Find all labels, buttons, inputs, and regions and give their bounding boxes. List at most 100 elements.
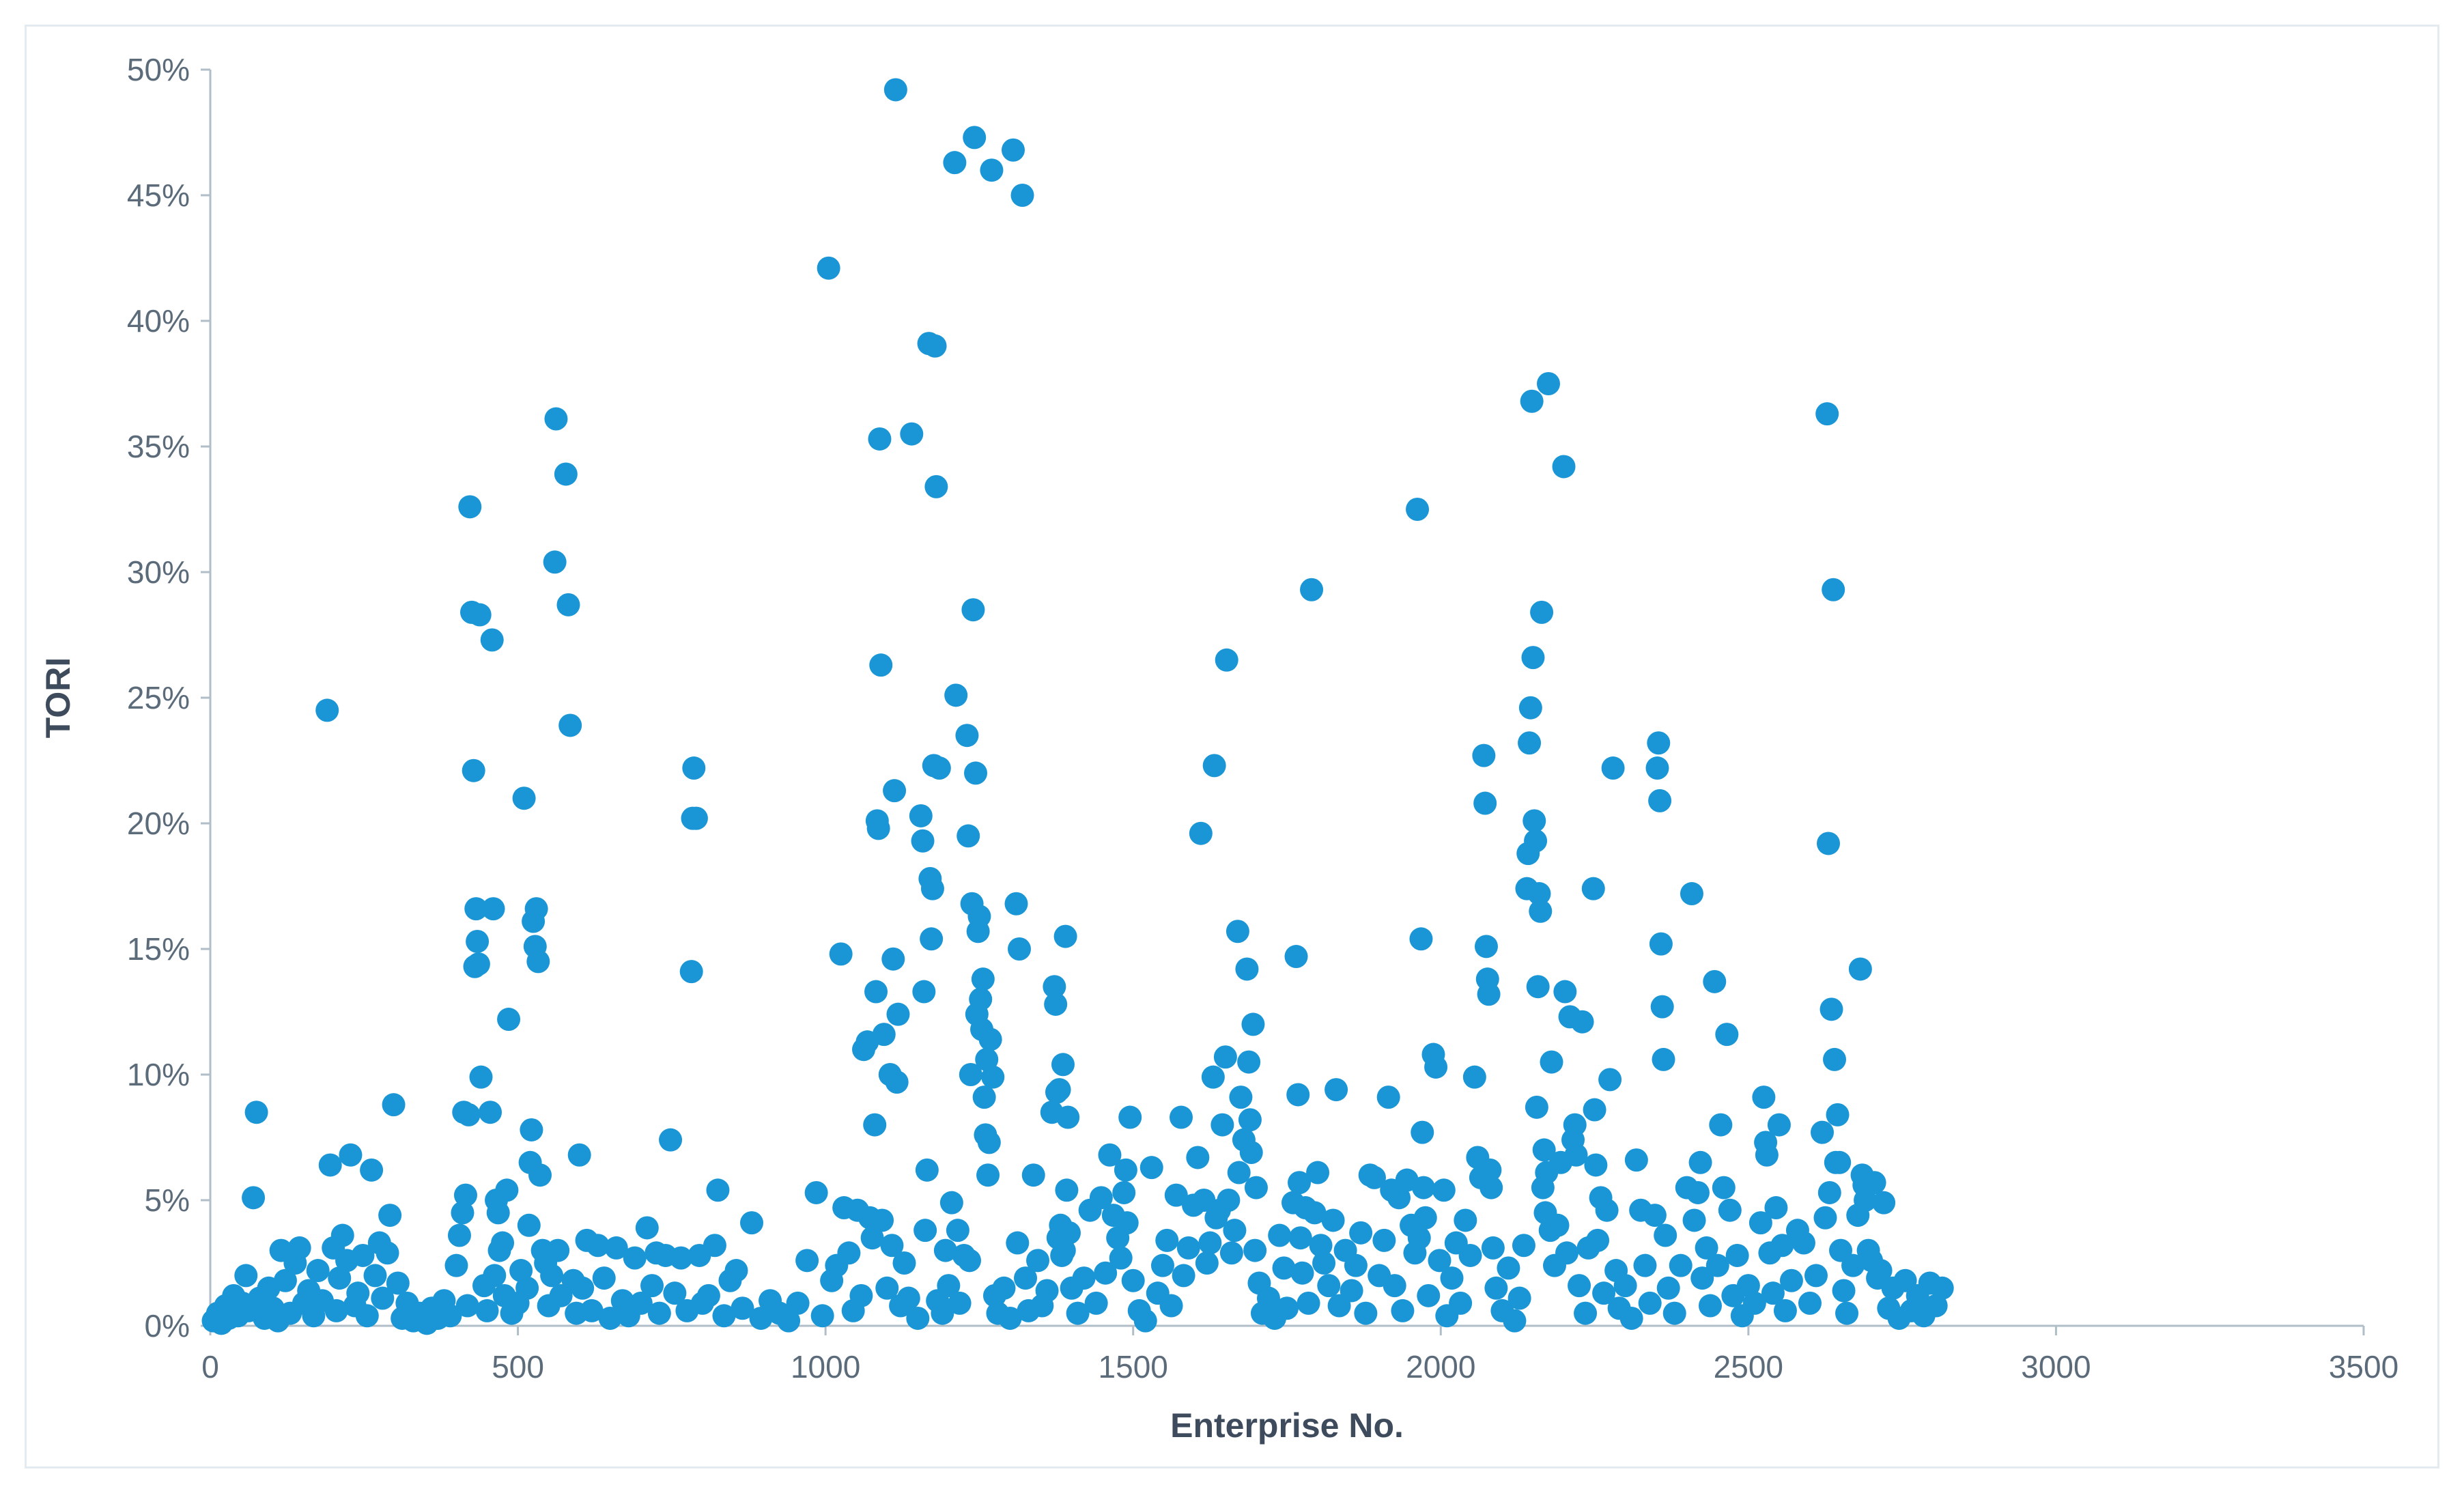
data-point [1695,1236,1718,1260]
data-point [870,1208,894,1232]
data-point [1288,1171,1312,1195]
data-point [920,877,944,900]
data-point [906,1306,930,1330]
data-point [382,1093,406,1117]
data-point [1440,1266,1464,1290]
data-point [943,151,967,175]
data-point [1014,1266,1038,1290]
data-point [1828,1150,1852,1174]
data-point [1645,756,1669,780]
data-point [546,1238,570,1262]
data-point [1462,1065,1486,1089]
data-point [479,1101,502,1124]
x-tick-label: 3500 [2329,1349,2398,1385]
data-point [1210,1113,1234,1137]
x-tick-label: 2500 [1714,1349,1783,1385]
data-point [517,1213,541,1237]
data-point [458,495,482,519]
data-point [896,1286,920,1310]
y-axis-label: TORI [39,657,77,739]
x-tick-label: 0 [201,1349,219,1385]
data-point [1688,1150,1712,1174]
data-point [1613,1274,1637,1298]
data-point [1680,882,1703,906]
data-point [1529,899,1553,923]
data-point [724,1259,748,1283]
x-tick-label: 1000 [791,1349,860,1385]
data-point [464,897,488,921]
data-point [659,1128,683,1152]
data-point [455,1294,479,1318]
data-point [1555,1241,1579,1265]
data-point [466,929,490,953]
data-point [967,905,991,928]
data-point [1817,832,1841,855]
data-point [1094,1261,1118,1285]
data-point [1798,1291,1822,1315]
data-point [1186,1146,1210,1169]
data-point [883,779,907,803]
data-point [1413,1206,1437,1230]
data-point [924,474,948,498]
data-point [1118,1105,1142,1129]
data-point [1813,1206,1837,1230]
data-point [1764,1196,1788,1220]
data-point [1520,389,1544,413]
data-point [1581,877,1605,900]
data-point [1770,1234,1794,1258]
data-point [1647,731,1671,755]
data-point [1098,1143,1122,1167]
data-point [1312,1251,1336,1275]
data-point [371,1286,395,1310]
data-point [1497,1256,1520,1280]
data-point [1822,578,1845,601]
data-point [1564,1143,1588,1167]
data-point [520,1118,543,1141]
data-point [933,1238,957,1262]
data-point [481,897,505,921]
y-tick-label: 0% [145,1308,190,1344]
data-point [524,897,548,921]
data-point [1527,882,1551,906]
data-point [1648,789,1672,812]
data-point [864,980,888,1004]
data-point [1484,1276,1508,1300]
data-point [378,1204,402,1228]
data-point [1804,1264,1828,1288]
data-point [242,1186,266,1210]
data-point [1066,1301,1090,1325]
data-point [866,817,890,840]
data-point [1507,1286,1531,1310]
data-point [1056,1105,1080,1129]
data-point [944,683,968,707]
data-point [703,1234,726,1258]
data-point [1238,1108,1262,1132]
data-point [975,1047,999,1071]
data-point [1354,1301,1378,1325]
data-point [682,756,706,780]
data-point [1407,1226,1431,1250]
data-point [875,1276,899,1300]
data-point [1286,1083,1310,1107]
data-point [817,256,840,280]
data-point [1008,937,1032,961]
data-point [1170,1105,1193,1129]
data-point [1010,184,1034,207]
data-point [1159,1294,1183,1318]
data-point [1624,1148,1648,1172]
data-point [977,1131,1001,1154]
data-point [1633,1253,1657,1277]
data-point [1458,1243,1482,1267]
data-point [453,1183,477,1207]
data-point [1021,1163,1045,1187]
data-point [1767,1113,1791,1137]
data-point [948,1291,972,1315]
data-point [881,947,905,971]
data-point [1848,957,1872,981]
data-point [927,756,951,780]
data-point [1133,1309,1157,1333]
data-point [468,603,492,627]
data-point [1051,1053,1075,1077]
data-point [749,1306,773,1330]
data-point [1823,1047,1847,1071]
